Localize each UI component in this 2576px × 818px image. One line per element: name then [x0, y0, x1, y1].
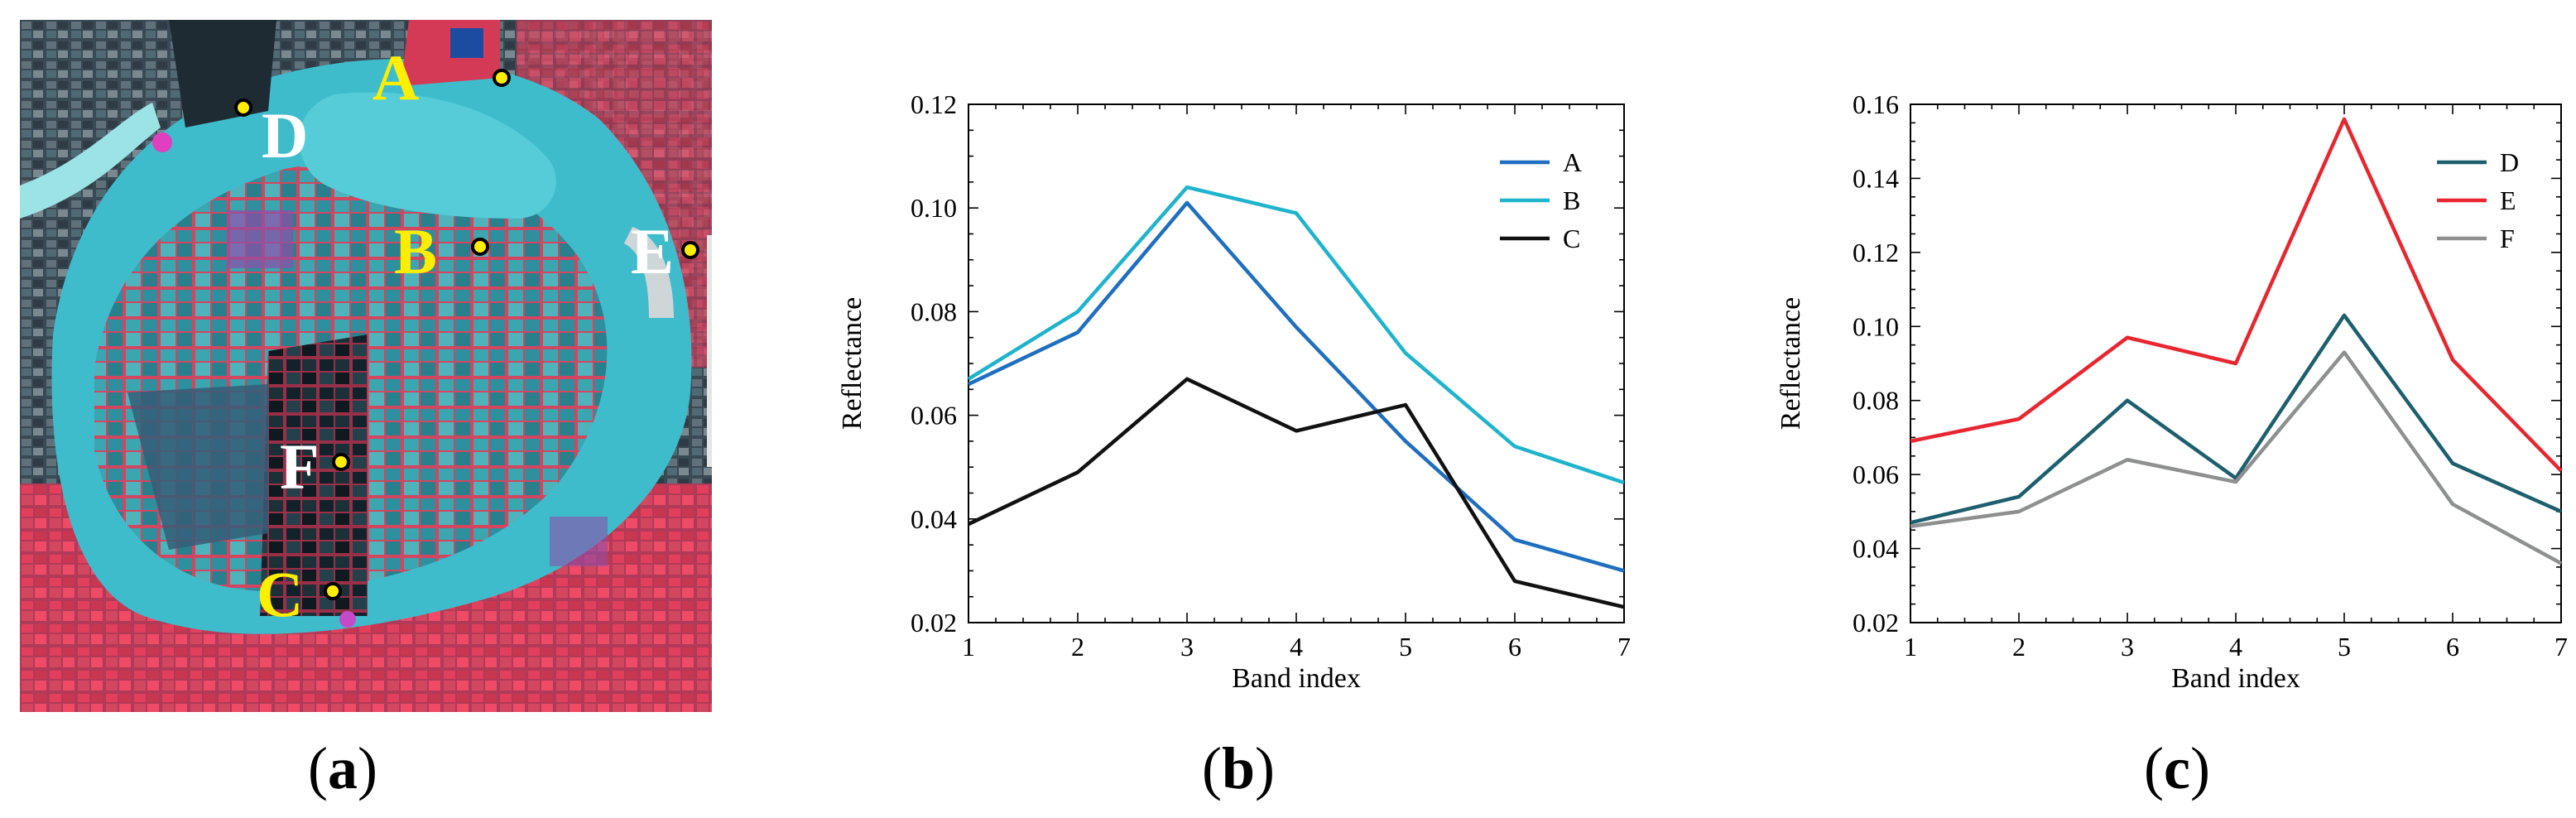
point-b-label: B: [394, 215, 437, 287]
x-tick-label: 5: [1399, 632, 1412, 662]
point-c-marker: [324, 582, 342, 600]
x-tick-label: 2: [1071, 632, 1084, 662]
point-b-marker: [471, 238, 489, 256]
y-tick-label: 0.06: [1853, 460, 1899, 489]
x-tick-label: 6: [1508, 632, 1521, 662]
caption-letter: a: [327, 735, 358, 801]
y-tick-label: 0.14: [1853, 163, 1899, 193]
y-tick-label: 0.16: [1853, 89, 1899, 119]
caption-open-paren: (: [308, 735, 328, 801]
caption-open-paren: (: [2144, 735, 2164, 801]
reflectance-chart-b: 1 2 3 4 5 6 7 0.02 0.04 0.06 0.08 0.10 0.12 Band inde…: [837, 89, 1631, 694]
x-axis-label: Band index: [1232, 663, 1361, 694]
y-tick-label: 0.12: [911, 89, 957, 119]
legend-label-a: A: [1563, 147, 1582, 177]
series-line-e: [1910, 117, 2563, 473]
series-line-f: [1910, 350, 2563, 565]
series-line-b: [967, 185, 1625, 485]
y-tick-label: 0.12: [1853, 238, 1899, 267]
point-a-marker: [493, 69, 511, 87]
y-tick-label: 0.10: [1853, 311, 1899, 341]
y-tick-label: 0.04: [1853, 534, 1899, 564]
x-tick-label: 1: [962, 632, 975, 662]
x-tick-label: 3: [2121, 632, 2134, 662]
point-d-marker: [234, 99, 252, 117]
caption-close-paren: ): [1255, 735, 1276, 801]
y-axis-label: Reflectance: [1776, 297, 1806, 430]
y-tick-label: 0.02: [911, 608, 957, 638]
legend-label-c: C: [1563, 224, 1580, 253]
x-tick-label: 7: [2554, 632, 2568, 662]
panel-b-caption: (b): [1202, 739, 1275, 798]
point-a-label: A: [372, 41, 419, 113]
y-tick-label: 0.04: [911, 504, 957, 534]
point-d-label: D: [262, 99, 308, 171]
x-tick-label: 6: [2446, 632, 2459, 662]
caption-close-paren: ): [357, 735, 377, 801]
caption-close-paren: ): [2189, 735, 2210, 801]
y-axis-label: Reflectance: [837, 297, 867, 430]
x-tick-label: 2: [2012, 632, 2026, 662]
caption-letter: b: [1221, 735, 1256, 801]
legend-label-b: B: [1563, 185, 1580, 215]
y-tick-label: 0.08: [911, 296, 957, 326]
point-c-label: C: [257, 558, 303, 630]
point-e-marker: [681, 241, 699, 259]
legend-label-d: D: [2500, 147, 2519, 177]
y-tick-label: 0.10: [911, 193, 957, 223]
legend-label-f: F: [2500, 224, 2515, 253]
series-line-c: [968, 377, 1625, 609]
x-tick-label: 4: [2229, 632, 2242, 662]
x-axis-label: Band index: [2171, 663, 2300, 694]
y-tick-label: 0.08: [1853, 386, 1899, 416]
legend-label-e: E: [2500, 185, 2516, 215]
y-tick-label: 0.02: [1853, 608, 1899, 638]
caption-letter: c: [2163, 735, 2190, 801]
x-tick-label: 3: [1180, 632, 1194, 662]
point-f-marker: [332, 453, 350, 471]
satellite-image: A B C D E F: [20, 20, 712, 712]
x-tick-label: 5: [2338, 632, 2351, 662]
reflectance-chart-c: 1 2 3 4 5 6 7 0.02 0.04 0.06 0.08 0.10 0.12 0.14 0.16 B…: [1776, 89, 2568, 694]
x-tick-label: 1: [1904, 632, 1917, 662]
point-e-label: E: [631, 215, 674, 287]
x-tick-label: 7: [1617, 632, 1631, 662]
point-f-label: F: [280, 431, 320, 503]
satellite-image-panel: A B C D E F: [20, 20, 712, 712]
panel-a-caption: (a): [308, 739, 377, 798]
y-tick-label: 0.06: [911, 401, 957, 431]
panel-c-caption: (c): [2144, 739, 2210, 798]
caption-open-paren: (: [1202, 735, 1222, 801]
series-line-d: [1910, 313, 2562, 525]
plot-frame: [968, 103, 1625, 623]
series-line-a: [968, 200, 1625, 573]
x-tick-label: 4: [1290, 632, 1303, 662]
